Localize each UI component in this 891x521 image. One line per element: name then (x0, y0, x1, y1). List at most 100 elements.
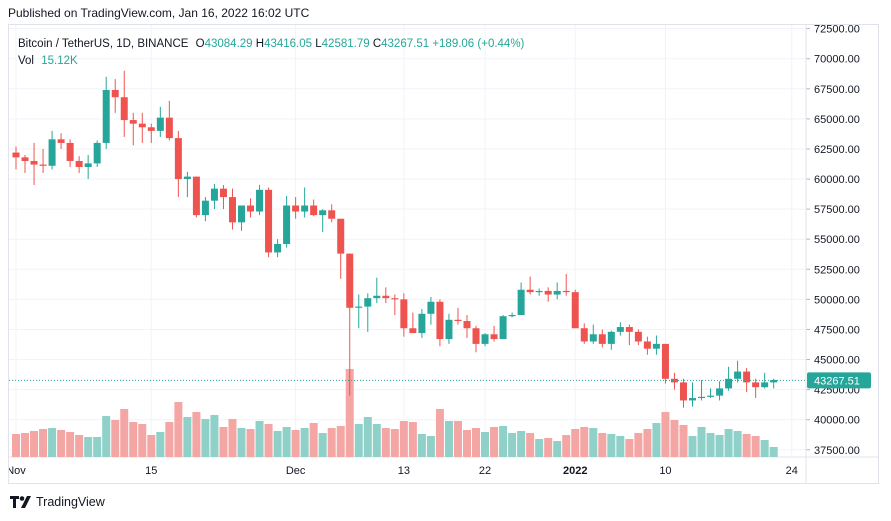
volume-bar (643, 429, 652, 457)
volume-bar (508, 433, 517, 457)
candle-body (625, 327, 633, 332)
volume-bar (580, 427, 589, 457)
volume-bar (553, 441, 562, 457)
candle-body (734, 371, 742, 379)
volume-bar (769, 447, 778, 457)
x-tick-label: 2022 (563, 465, 587, 477)
volume-bar (535, 439, 544, 457)
y-tick-label: 40000.00 (814, 415, 860, 427)
x-tick-label: 24 (786, 465, 798, 477)
candle-body (174, 138, 182, 180)
candle-body (373, 295, 381, 299)
volume-bar (625, 439, 634, 457)
tradingview-logo[interactable]: TradingView (10, 495, 105, 509)
volume-bar (39, 429, 48, 457)
candle-body (643, 341, 651, 349)
y-tick-label: 67500.00 (814, 84, 860, 96)
volume-bar (201, 419, 210, 457)
last-price-badge (807, 372, 871, 389)
candle-body (210, 188, 218, 201)
volume-bar (183, 417, 192, 457)
y-tick-label: 65000.00 (814, 114, 860, 126)
candle-body (517, 289, 525, 316)
y-tick-label: 72500.00 (814, 25, 860, 36)
volume-bar (138, 424, 147, 457)
candle-body (580, 328, 588, 342)
candle-body (463, 321, 471, 329)
y-tick-label: 55000.00 (814, 234, 860, 246)
candle-body (66, 142, 74, 161)
price-chart[interactable]: 72500.00 70000.00 67500.00 65000.00 62500.00… (9, 25, 879, 483)
volume-bar (472, 428, 481, 457)
candle-body (48, 139, 56, 166)
candle-body (589, 334, 597, 342)
candle-body (499, 316, 507, 340)
volume-bar (12, 434, 20, 457)
close-value: 43267.51 (381, 38, 430, 50)
candle-body (129, 120, 137, 124)
candle-body (716, 388, 724, 396)
volume-bar (75, 435, 84, 457)
candle-body (634, 331, 642, 342)
candle-body (292, 205, 300, 212)
tradingview-brand: TradingView (36, 495, 105, 509)
volume-bar (156, 432, 165, 457)
volume-bar (607, 434, 616, 457)
candle-body (319, 210, 327, 216)
volume-bar (120, 409, 129, 457)
change-value: +189.06 (+0.44%) (432, 38, 525, 50)
volume-bar (408, 422, 417, 457)
volume-bar (399, 421, 408, 457)
y-tick-label: 50000.00 (814, 294, 860, 306)
open-label: O (195, 38, 205, 50)
volume-bar (354, 424, 363, 457)
volume-row: Vol 15.12K (18, 53, 524, 70)
volume-bar (724, 429, 733, 457)
candle-body (57, 139, 65, 143)
candle-body (391, 298, 399, 300)
volume-bar (84, 437, 93, 457)
candle-body (598, 334, 606, 344)
volume-bar (192, 412, 201, 457)
candle-body (93, 142, 101, 164)
volume-bar (463, 430, 471, 457)
volume-bar (237, 428, 246, 457)
candle-body (418, 313, 426, 334)
candle-body (535, 290, 543, 293)
volume-bar (616, 436, 625, 457)
candle-body (382, 295, 390, 299)
x-tick-label: Nov (9, 465, 26, 477)
volume-bar (589, 428, 598, 457)
volume-bar (715, 435, 724, 457)
candle-body (310, 205, 318, 216)
volume-bar (544, 438, 553, 457)
candle-body (165, 117, 173, 139)
candle-body (75, 160, 83, 167)
x-tick-label: 22 (479, 465, 491, 477)
candle-body (490, 334, 498, 340)
volume-bar (706, 433, 715, 457)
volume-bar (381, 428, 390, 457)
candle-body (201, 200, 209, 216)
open-value: 43084.29 (204, 38, 253, 50)
volume-bar (57, 430, 66, 457)
candle-body (427, 301, 435, 314)
candle-body (571, 292, 579, 329)
candle-body (256, 189, 264, 212)
candle-body (472, 328, 480, 344)
volume-bar (562, 435, 571, 457)
candle-body (111, 89, 119, 98)
candle-body (39, 164, 47, 166)
volume-bar (426, 436, 435, 457)
volume-bar (571, 429, 580, 457)
volume-bar (688, 436, 697, 457)
candle-body (689, 398, 696, 401)
low-value: 42581.79 (321, 38, 370, 50)
candle-body (725, 378, 733, 389)
volume-bar (129, 422, 138, 457)
x-tick-label: 10 (659, 465, 671, 477)
candle-body (274, 244, 282, 253)
candle-body (346, 253, 354, 308)
candle-body (102, 89, 110, 143)
volume-bar (93, 437, 102, 457)
